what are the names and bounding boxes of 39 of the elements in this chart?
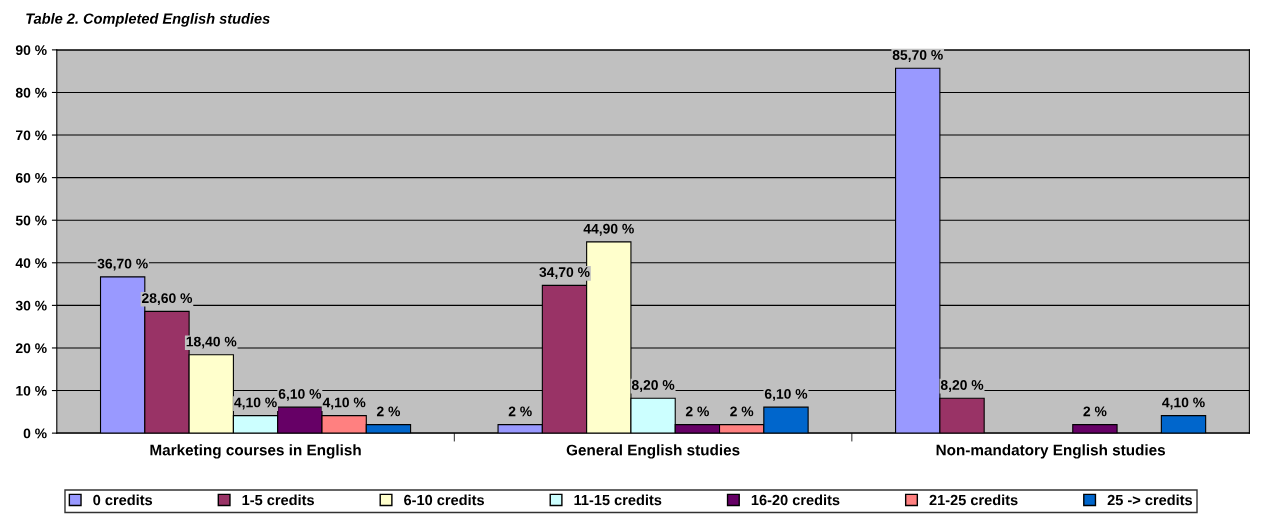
y-tick-label: 30 %: [15, 300, 47, 311]
y-tick-label: 70 %: [16, 130, 47, 141]
y-tick-label: 0 %: [23, 428, 47, 439]
data-label: 36,70 %: [97, 258, 148, 271]
legend-label: 16-20 credits: [751, 494, 840, 506]
data-label: 6,10 %: [278, 389, 322, 401]
legend-label: 0 credits: [93, 494, 153, 506]
data-label: 18,40 %: [186, 336, 237, 349]
data-label: 4,10 %: [322, 397, 366, 410]
legend-label: 21-25 credits: [929, 494, 1018, 506]
y-tick-label: 90 %: [15, 45, 47, 56]
data-label: 8,20 %: [940, 380, 984, 392]
data-label: 4,10 %: [234, 397, 277, 410]
data-label: 2 %: [730, 406, 754, 417]
data-label: 44,90 %: [583, 223, 634, 236]
data-label: 8,20 %: [631, 380, 675, 392]
legend-label: 25 -> credits: [1107, 494, 1193, 506]
x-tick-label: General English studies: [566, 444, 740, 459]
x-tick-label: Marketing courses in English: [150, 444, 361, 459]
legend-label: 1-5 credits: [242, 494, 314, 506]
data-label: 6,10 %: [764, 389, 808, 401]
y-tick-label: 20 %: [15, 343, 47, 354]
y-tick-label: 50 %: [15, 215, 47, 226]
data-label: 4,10 %: [1162, 397, 1205, 410]
data-label: 2 %: [508, 406, 532, 417]
x-tick-label: Non-mandatory English studies: [936, 444, 1166, 459]
data-label: 34,70 %: [539, 267, 590, 280]
data-label: 2 %: [685, 406, 709, 417]
legend-label: 11-15 credits: [574, 494, 662, 506]
legend-label: 6-10 credits: [404, 494, 484, 506]
data-label: 85,70 %: [892, 50, 943, 62]
y-tick-label: 10 %: [16, 385, 47, 396]
data-label: 2 %: [1083, 406, 1107, 417]
y-tick-label: 80 %: [15, 87, 47, 98]
data-label: 28,60 %: [141, 293, 193, 306]
chart-title: Table 2. Completed English studies: [26, 13, 270, 27]
data-label: 2 %: [376, 406, 401, 417]
y-tick-label: 60 %: [15, 172, 47, 183]
y-tick-label: 40 %: [15, 258, 47, 268]
